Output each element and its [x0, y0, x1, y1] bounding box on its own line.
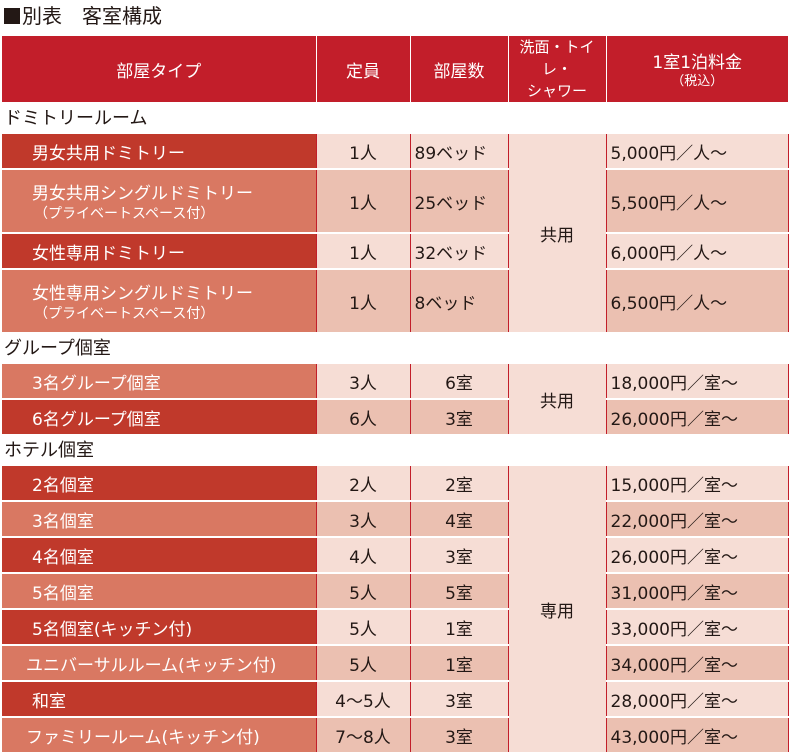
room-count: 32ベッド — [409, 232, 508, 269]
section-label: ホテル個室 — [2, 434, 788, 465]
room-name: 5名個室(キッチン付) — [2, 608, 316, 645]
room-count: 3室 — [409, 716, 508, 752]
room-name: 6名グループ個室 — [2, 398, 316, 434]
header-type: 部屋タイプ — [2, 36, 316, 102]
room-facilities: 専用 — [507, 464, 606, 752]
room-capacity: 1人 — [315, 232, 410, 269]
room-count: 2室 — [409, 464, 508, 501]
table-row: 3名個室 3人 4室 22,000円／室〜 — [2, 500, 789, 537]
room-capacity: 5人 — [315, 608, 410, 645]
room-capacity: 1人 — [315, 132, 410, 169]
table-row: ユニバーサルルーム(キッチン付) 5人 1室 34,000円／室〜 — [2, 644, 789, 681]
room-count: 1室 — [409, 608, 508, 645]
room-name: 2名個室 — [2, 464, 316, 501]
room-price: 22,000円／室〜 — [605, 500, 789, 537]
section-label: ドミトリールーム — [2, 102, 788, 133]
table-row: 女性専用シングルドミトリー （プライベートスペース付） 1人 8ベッド 6,500… — [2, 268, 789, 332]
table-row: 和室 4〜5人 3室 28,000円／室〜 — [2, 680, 789, 717]
table-row: 男女共用シングルドミトリー （プライベートスペース付） 1人 25ベッド 5,50… — [2, 168, 789, 233]
header-facilities-line1: 洗面・トイレ・ — [519, 38, 595, 78]
table-row: 4名個室 4人 3室 26,000円／室〜 — [2, 536, 789, 573]
room-count: 5室 — [409, 572, 508, 609]
room-name: ファミリールーム(キッチン付) — [2, 716, 316, 752]
room-name-note: （プライベートスペース付） — [34, 305, 215, 322]
room-name: 3名個室 — [2, 500, 316, 537]
room-capacity: 2人 — [315, 464, 410, 501]
room-name: 女性専用シングルドミトリー （プライベートスペース付） — [2, 268, 316, 332]
room-count: 3室 — [409, 680, 508, 717]
header-facilities: 洗面・トイレ・シャワー — [507, 36, 606, 102]
table-row: 女性専用ドミトリー 1人 32ベッド 6,000円／人〜 — [2, 232, 789, 269]
title-text: 別表 客室構成 — [22, 4, 162, 28]
section-row: ドミトリールーム — [2, 102, 788, 133]
room-count: 8ベッド — [409, 268, 508, 332]
room-capacity: 4〜5人 — [315, 680, 410, 717]
room-capacity: 1人 — [315, 268, 410, 332]
table-row: 5名個室 5人 5室 31,000円／室〜 — [2, 572, 789, 609]
room-price: 28,000円／室〜 — [605, 680, 789, 717]
table-row: 6名グループ個室 6人 3室 26,000円／室〜 — [2, 398, 789, 434]
section-row: グループ個室 — [2, 332, 788, 363]
room-price: 26,000円／室〜 — [605, 398, 789, 434]
table-row: ファミリールーム(キッチン付) 7〜8人 3室 43,000円／室〜 — [2, 716, 789, 752]
room-price: 6,500円／人〜 — [605, 268, 789, 332]
page-title: 別表 客室構成 — [4, 3, 162, 29]
room-facilities: 共用 — [507, 362, 606, 434]
room-capacity: 5人 — [315, 572, 410, 609]
room-capacity: 5人 — [315, 644, 410, 681]
room-price: 6,000円／人〜 — [605, 232, 789, 269]
square-bullet-icon — [4, 8, 20, 24]
room-name: 和室 — [2, 680, 316, 717]
header-price: 1室1泊料金 （税込） — [605, 36, 788, 102]
room-count: 4室 — [409, 500, 508, 537]
header-row: 部屋タイプ 定員 部屋数 洗面・トイレ・シャワー 1室1泊料金 （税込） — [2, 36, 788, 102]
header-facilities-line2: シャワー — [526, 82, 587, 100]
room-count: 1室 — [409, 644, 508, 681]
header-rooms: 部屋数 — [409, 36, 508, 102]
room-name: 4名個室 — [2, 536, 316, 573]
room-table: 部屋タイプ 定員 部屋数 洗面・トイレ・シャワー 1室1泊料金 （税込） ドミトリ… — [2, 36, 789, 752]
room-count: 3室 — [409, 536, 508, 573]
header-capacity: 定員 — [315, 36, 410, 102]
header-price-line1: 1室1泊料金 — [652, 52, 743, 73]
room-price: 33,000円／室〜 — [605, 608, 789, 645]
room-price: 15,000円／室〜 — [605, 464, 789, 501]
room-price: 34,000円／室〜 — [605, 644, 789, 681]
room-price: 31,000円／室〜 — [605, 572, 789, 609]
room-capacity: 3人 — [315, 362, 410, 399]
room-price: 26,000円／室〜 — [605, 536, 789, 573]
room-count: 3室 — [409, 398, 508, 434]
room-name: 5名個室 — [2, 572, 316, 609]
table-row: 2名個室 2人 2室 専用 15,000円／室〜 — [2, 464, 789, 752]
room-name: 男女共用シングルドミトリー （プライベートスペース付） — [2, 168, 316, 233]
room-price: 43,000円／室〜 — [605, 716, 789, 752]
room-name: 女性専用ドミトリー — [2, 232, 316, 269]
room-count: 6室 — [409, 362, 508, 399]
section-row: ホテル個室 — [2, 434, 788, 465]
room-capacity: 7〜8人 — [315, 716, 410, 752]
table-row: 5名個室(キッチン付) 5人 1室 33,000円／室〜 — [2, 608, 789, 645]
section-label: グループ個室 — [2, 332, 788, 363]
room-price: 5,000円／人〜 — [605, 132, 789, 169]
table-row: 3名グループ個室 3人 6室 共用 18,000円／室〜 — [2, 362, 789, 434]
room-count: 25ベッド — [409, 168, 508, 233]
room-count: 89ベッド — [409, 132, 508, 169]
room-name: 3名グループ個室 — [2, 362, 316, 399]
room-name: 男女共用ドミトリー — [2, 132, 316, 169]
table-row: 男女共用ドミトリー 1人 89ベッド 共用 5,000円／人〜 — [2, 132, 789, 332]
room-capacity: 3人 — [315, 500, 410, 537]
room-name-note: （プライベートスペース付） — [34, 205, 215, 222]
room-name-text: 女性専用シングルドミトリー — [32, 283, 253, 304]
room-capacity: 6人 — [315, 398, 410, 434]
room-name-text: 男女共用シングルドミトリー — [32, 183, 253, 204]
room-capacity: 4人 — [315, 536, 410, 573]
room-price: 5,500円／人〜 — [605, 168, 789, 233]
room-price: 18,000円／室〜 — [605, 362, 789, 399]
header-price-line2: （税込） — [671, 73, 724, 89]
room-facilities: 共用 — [507, 132, 606, 332]
room-capacity: 1人 — [315, 168, 410, 233]
room-name: ユニバーサルルーム(キッチン付) — [2, 644, 316, 681]
